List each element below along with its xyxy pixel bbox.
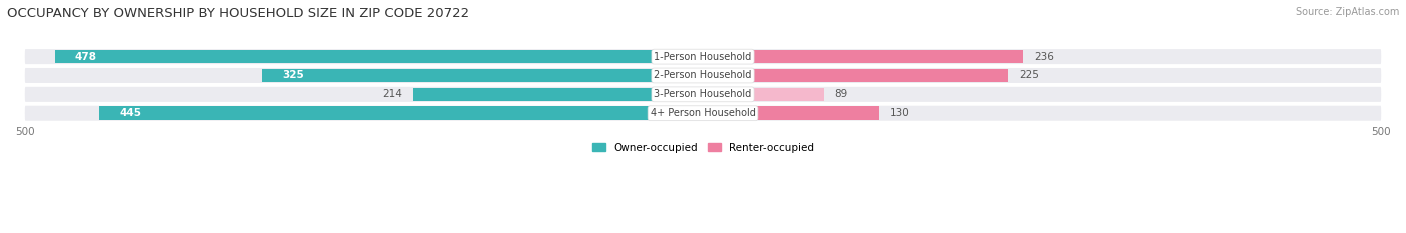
Text: 89: 89 — [835, 89, 848, 99]
Bar — [262, 69, 703, 82]
Text: 225: 225 — [1019, 71, 1039, 80]
Text: OCCUPANCY BY OWNERSHIP BY HOUSEHOLD SIZE IN ZIP CODE 20722: OCCUPANCY BY OWNERSHIP BY HOUSEHOLD SIZE… — [7, 7, 470, 20]
Bar — [703, 88, 824, 101]
Bar — [413, 88, 703, 101]
Bar — [100, 106, 703, 120]
Text: 4+ Person Household: 4+ Person Household — [651, 108, 755, 118]
Bar — [55, 50, 703, 63]
Bar — [703, 106, 879, 120]
Text: 130: 130 — [890, 108, 910, 118]
Text: Source: ZipAtlas.com: Source: ZipAtlas.com — [1295, 7, 1399, 17]
Text: 3-Person Household: 3-Person Household — [654, 89, 752, 99]
Text: 325: 325 — [283, 71, 304, 80]
Legend: Owner-occupied, Renter-occupied: Owner-occupied, Renter-occupied — [592, 143, 814, 153]
Text: 1-Person Household: 1-Person Household — [654, 52, 752, 62]
FancyBboxPatch shape — [25, 87, 1381, 102]
FancyBboxPatch shape — [25, 68, 1381, 83]
Text: 445: 445 — [120, 108, 142, 118]
Bar — [703, 69, 1008, 82]
FancyBboxPatch shape — [25, 49, 1381, 64]
FancyBboxPatch shape — [25, 106, 1381, 121]
Text: 2-Person Household: 2-Person Household — [654, 71, 752, 80]
Text: 214: 214 — [382, 89, 402, 99]
Bar — [703, 50, 1024, 63]
Text: 236: 236 — [1033, 52, 1054, 62]
Text: 478: 478 — [75, 52, 97, 62]
